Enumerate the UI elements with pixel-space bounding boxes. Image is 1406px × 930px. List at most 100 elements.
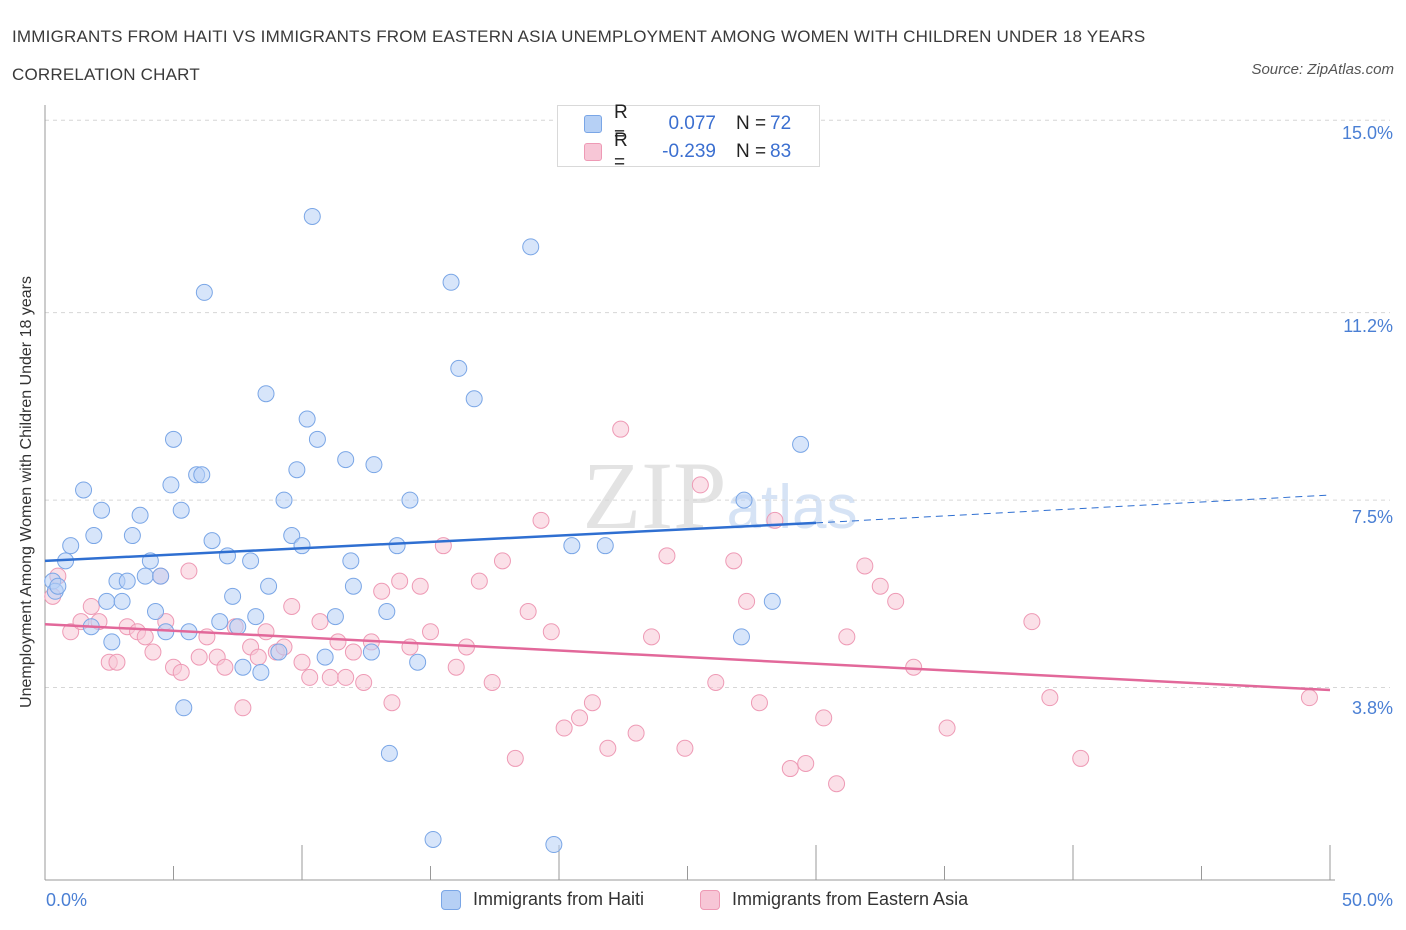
haiti-point-61	[442, 273, 460, 291]
haiti-point-29	[203, 532, 221, 550]
eastern-asia-point-62	[676, 739, 694, 757]
haiti-point-50	[337, 451, 355, 469]
legend-n-label: N =	[736, 113, 767, 134]
haiti-point-16	[136, 567, 154, 585]
chart-title: IMMIGRANTS FROM HAITI VS IMMIGRANTS FROM…	[12, 27, 1146, 84]
eastern-asia-point-69	[781, 760, 799, 778]
y-tick-label-3-8: 3.8%	[1351, 698, 1393, 718]
y-tick-label-7-5: 7.5%	[1351, 507, 1393, 527]
legend-label-asia: Immigrants from Eastern Asia	[732, 889, 969, 909]
haiti-point-5	[75, 481, 93, 499]
legend-item-asia[interactable]: Immigrants from Eastern Asia	[700, 889, 968, 910]
haiti-point-12	[113, 592, 131, 610]
eastern-asia-point-42	[411, 577, 429, 595]
series-eastern-asia-points	[44, 420, 1318, 793]
eastern-asia-point-80	[1041, 689, 1059, 707]
haiti-point-4	[62, 537, 80, 555]
eastern-asia-point-29	[293, 653, 311, 671]
y-tick-label-11-2: 11.2%	[1343, 316, 1393, 336]
haiti-point-62	[450, 359, 468, 377]
haiti-point-41	[275, 491, 293, 509]
eastern-asia-point-52	[532, 511, 550, 529]
eastern-asia-point-81	[1072, 749, 1090, 767]
haiti-point-7	[85, 527, 103, 545]
haiti-point-63	[465, 390, 483, 408]
haiti-point-10	[103, 633, 121, 651]
haiti-point-37	[252, 663, 270, 681]
watermark: ZIPatlas	[583, 442, 858, 549]
eastern-asia-point-65	[725, 552, 743, 570]
grid-lines	[45, 119, 1390, 689]
eastern-asia-point-15	[172, 663, 190, 681]
haiti-trend-extension	[815, 494, 1331, 524]
eastern-asia-point-79	[1023, 613, 1041, 631]
eastern-asia-point-61	[658, 547, 676, 565]
haiti-point-2	[49, 577, 67, 595]
eastern-asia-point-38	[373, 582, 391, 600]
haiti-point-32	[224, 587, 242, 605]
eastern-asia-point-73	[838, 628, 856, 646]
eastern-asia-point-53	[542, 623, 560, 641]
eastern-asia-point-17	[190, 648, 208, 666]
eastern-asia-trend-line	[44, 622, 1331, 692]
eastern-asia-point-28	[283, 597, 301, 615]
haiti-point-38	[257, 385, 275, 403]
legend-n-value-asia: 83	[770, 141, 792, 162]
eastern-asia-point-31	[311, 613, 329, 631]
eastern-asia-point-10	[136, 628, 154, 646]
haiti-point-56	[380, 744, 398, 762]
haiti-point-34	[234, 658, 252, 676]
eastern-asia-point-70	[797, 754, 815, 772]
haiti-point-46	[303, 207, 321, 225]
eastern-asia-point-72	[828, 775, 846, 793]
haiti-point-52	[344, 577, 362, 595]
haiti-point-21	[162, 476, 180, 494]
eastern-asia-point-64	[707, 673, 725, 691]
haiti-point-36	[247, 608, 265, 626]
haiti-point-65	[545, 836, 563, 854]
haiti-point-71	[792, 435, 810, 453]
eastern-asia-point-47	[470, 572, 488, 590]
eastern-asia-point-2	[62, 623, 80, 641]
haiti-point-54	[365, 456, 383, 474]
legend-r-value-asia: -0.239	[662, 141, 716, 162]
haiti-point-64	[522, 238, 540, 256]
legend-r-value-haiti: 0.077	[668, 113, 716, 134]
haiti-point-69	[735, 491, 753, 509]
haiti-point-57	[388, 537, 406, 555]
eastern-asia-point-66	[738, 592, 756, 610]
legend-n-label: N =	[736, 141, 767, 162]
series-haiti-points	[44, 207, 810, 854]
legend-swatch-asia	[700, 889, 720, 910]
eastern-asia-point-7	[108, 653, 126, 671]
haiti-point-8	[93, 501, 111, 519]
eastern-asia-point-36	[355, 673, 373, 691]
eastern-asia-point-20	[216, 658, 234, 676]
eastern-asia-point-55	[571, 709, 589, 727]
eastern-asia-point-40	[391, 572, 409, 590]
x-tick-label-max: 50.0%	[1341, 890, 1393, 910]
eastern-asia-point-32	[321, 668, 339, 686]
haiti-point-45	[298, 410, 316, 428]
eastern-asia-point-43	[422, 623, 439, 641]
haiti-point-51	[342, 552, 360, 570]
eastern-asia-point-45	[447, 658, 465, 676]
series-legend: Immigrants from Haiti Immigrants from Ea…	[0, 889, 1406, 915]
legend-item-haiti[interactable]: Immigrants from Haiti	[441, 889, 644, 910]
haiti-point-39	[260, 577, 278, 595]
legend-r-label: R =	[614, 102, 628, 145]
x-tick-label-min: 0.0%	[46, 890, 88, 910]
haiti-point-43	[288, 461, 306, 479]
eastern-asia-point-60	[643, 628, 661, 646]
eastern-asia-point-76	[887, 592, 905, 610]
eastern-asia-point-78	[938, 719, 956, 737]
haiti-point-53	[362, 643, 380, 661]
eastern-asia-point-57	[599, 739, 617, 757]
haiti-point-70	[763, 592, 781, 610]
eastern-asia-point-74	[856, 557, 874, 575]
eastern-asia-point-48	[483, 673, 501, 691]
haiti-point-68	[732, 628, 750, 646]
y-tick-label-15: 15.0%	[1341, 123, 1393, 143]
legend-label-haiti: Immigrants from Haiti	[473, 889, 645, 909]
